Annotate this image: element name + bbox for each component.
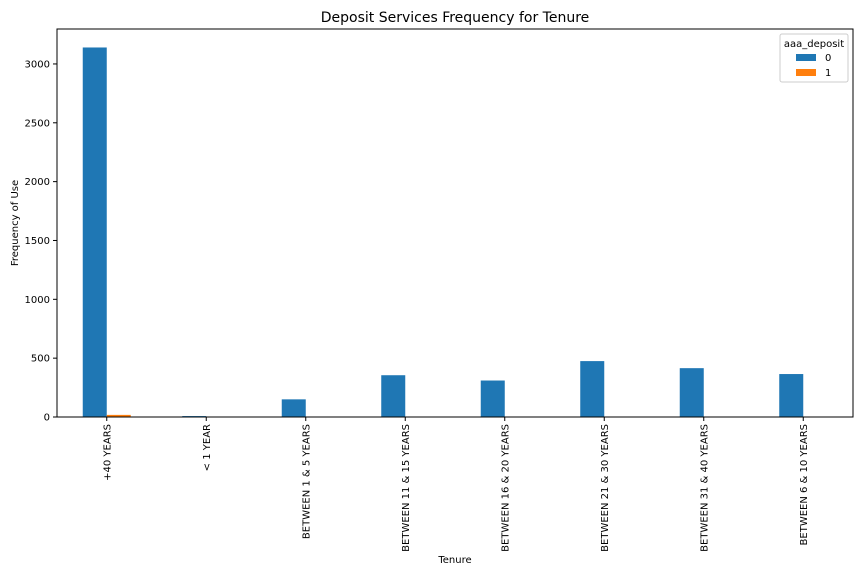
bar-0-7: [779, 374, 804, 417]
bar-0-3: [381, 375, 406, 417]
y-tick-label: 500: [31, 354, 50, 365]
y-tick-label: 1000: [25, 295, 50, 306]
x-tick-label: BETWEEN 11 & 15 YEARS: [401, 424, 412, 552]
plot-frame: [56, 28, 854, 418]
legend: aaa_deposit 0 1: [779, 33, 849, 83]
x-tick-label: BETWEEN 16 & 20 YEARS: [500, 424, 511, 552]
bar-0-6: [679, 368, 704, 417]
y-axis-label: Frequency of Use: [10, 180, 21, 266]
y-tick-label: 3000: [25, 59, 50, 70]
legend-label-0: 0: [825, 53, 831, 64]
x-tick-label: BETWEEN 31 & 40 YEARS: [699, 424, 710, 552]
legend-title: aaa_deposit: [784, 39, 844, 50]
bar-0-2: [281, 399, 306, 417]
bar-1-0: [106, 414, 131, 417]
x-axis: +40 YEARS < 1 YEAR BETWEEN 1 & 5 YEARS BETW…: [102, 417, 810, 552]
x-tick-label: BETWEEN 6 & 10 YEARS: [799, 424, 810, 545]
x-axis-label: Tenure: [437, 555, 471, 566]
y-tick-label: 2000: [25, 177, 50, 188]
bar-0-5: [580, 361, 605, 417]
legend-swatch-0: [796, 54, 816, 61]
x-tick-label: BETWEEN 21 & 30 YEARS: [600, 424, 611, 552]
legend-swatch-1: [796, 69, 816, 76]
x-tick-label: < 1 YEAR: [202, 424, 213, 471]
y-tick-label: 1500: [25, 236, 50, 247]
legend-label-1: 1: [825, 68, 831, 79]
y-tick-label: 0: [44, 413, 50, 424]
bar-0-0: [82, 47, 107, 417]
x-tick-label: +40 YEARS: [102, 424, 113, 481]
chart-title: Deposit Services Frequency for Tenure: [321, 10, 590, 26]
bar-0-4: [480, 380, 505, 417]
bars-group: [82, 47, 804, 417]
y-tick-label: 2500: [25, 118, 50, 129]
y-axis: 0 500 1000 1500 2000 2500 3000: [25, 59, 57, 424]
x-tick-label: BETWEEN 1 & 5 YEARS: [301, 424, 312, 539]
